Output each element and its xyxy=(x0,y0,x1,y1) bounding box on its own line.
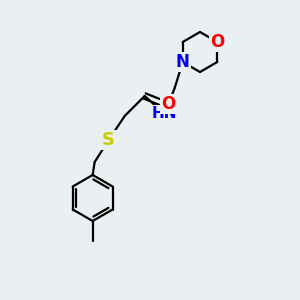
Text: N: N xyxy=(176,53,190,71)
Text: S: S xyxy=(102,131,115,149)
Text: O: O xyxy=(162,95,176,113)
Text: HN: HN xyxy=(152,106,177,122)
Text: O: O xyxy=(210,33,224,51)
